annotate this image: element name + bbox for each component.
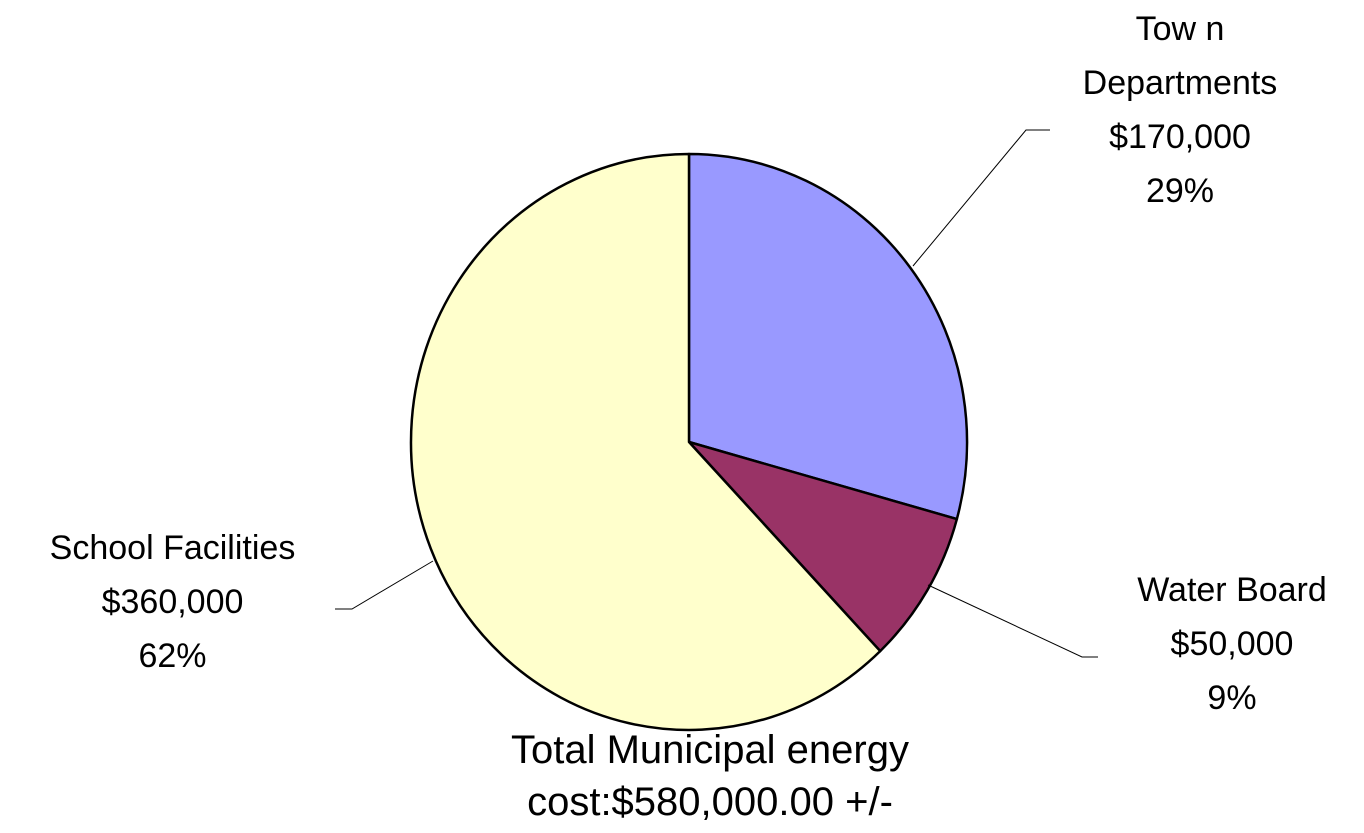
data-label-water-board: Water Board $50,000 9% xyxy=(1100,563,1364,725)
total-cost-note-line2: cost:$580,000.00 +/- xyxy=(420,776,1000,828)
total-cost-note-line1: Total Municipal energy xyxy=(420,724,1000,776)
pie-slices xyxy=(411,154,967,730)
leader-line-water xyxy=(928,585,1098,657)
data-label-town-departments: Tow n Departments $170,000 29% xyxy=(1055,2,1305,218)
slice-value-town: $170,000 xyxy=(1055,110,1305,164)
slice-name-water: Water Board xyxy=(1100,563,1364,617)
data-label-school-facilities: School Facilities $360,000 62% xyxy=(0,521,345,683)
slice-value-water: $50,000 xyxy=(1100,617,1364,671)
slice-name-town-line1: Tow n xyxy=(1055,2,1305,56)
slice-percent-water: 9% xyxy=(1100,671,1364,725)
slice-name-town-line2: Departments xyxy=(1055,56,1305,110)
leader-line-school xyxy=(335,561,433,609)
slice-name-school: School Facilities xyxy=(0,521,345,575)
slice-value-school: $360,000 xyxy=(0,575,345,629)
total-cost-note: Total Municipal energy cost:$580,000.00 … xyxy=(420,724,1000,828)
slice-percent-town: 29% xyxy=(1055,164,1305,218)
slice-percent-school: 62% xyxy=(0,629,345,683)
leader-line-town xyxy=(913,130,1050,266)
